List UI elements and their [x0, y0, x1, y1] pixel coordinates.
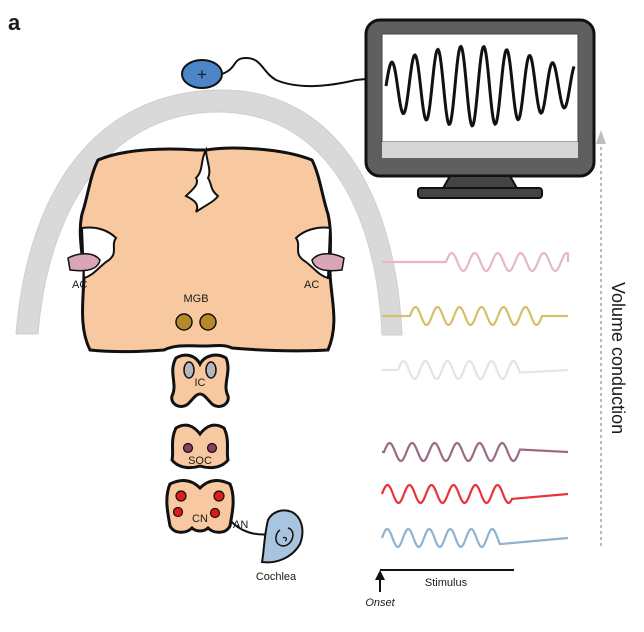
- trace-mgb: [382, 305, 568, 327]
- trace-cn: [380, 483, 569, 505]
- monitor: [364, 18, 596, 199]
- cn-nucleus-3: [172, 506, 184, 518]
- electrode-cable: [221, 56, 377, 88]
- onset-label: Onset: [365, 597, 395, 609]
- trace-soc: [382, 441, 569, 463]
- cn-nucleus-4: [209, 507, 221, 519]
- mgb-label: MGB: [183, 293, 208, 305]
- electrode: [181, 59, 223, 89]
- trace-ac: [382, 251, 570, 273]
- volume-conduction-label: Volume conduction: [608, 282, 628, 434]
- skull-arc: [15, 89, 403, 336]
- brain-section: [78, 146, 336, 353]
- stimulus-label: Stimulus: [425, 577, 468, 589]
- electrode-plus-sign: +: [197, 65, 207, 84]
- trace-ic: [382, 359, 569, 381]
- auditory-cortex-left: [67, 253, 101, 272]
- cn-label: CN: [192, 513, 208, 525]
- soc-nucleus-left: [182, 442, 194, 454]
- cn-nucleus-1: [175, 490, 187, 502]
- soc-label: SOC: [188, 455, 212, 467]
- monitor-waveform: [384, 44, 576, 128]
- volume-conduction-arrowhead: [596, 130, 606, 144]
- superior-olive-section: [170, 423, 230, 470]
- panel-letter: a: [8, 10, 21, 35]
- mgb-nucleus-right: [199, 313, 217, 331]
- ac-left-label: AC: [72, 279, 87, 291]
- trace-an: [380, 527, 569, 549]
- ic-label: IC: [195, 377, 206, 389]
- onset-arrowhead: [375, 570, 385, 580]
- cochlea-label: Cochlea: [256, 571, 297, 583]
- ac-right-label: AC: [304, 279, 319, 291]
- cn-nucleus-2: [213, 490, 225, 502]
- cochlea: [260, 509, 304, 564]
- an-label: AN: [233, 519, 248, 531]
- ic-nucleus-right: [205, 361, 217, 379]
- mgb-nucleus-left: [175, 313, 193, 331]
- soc-nucleus-right: [206, 442, 218, 454]
- midline-fissure: [184, 146, 220, 213]
- auditory-cortex-right: [311, 253, 345, 272]
- ic-nucleus-left: [183, 361, 195, 379]
